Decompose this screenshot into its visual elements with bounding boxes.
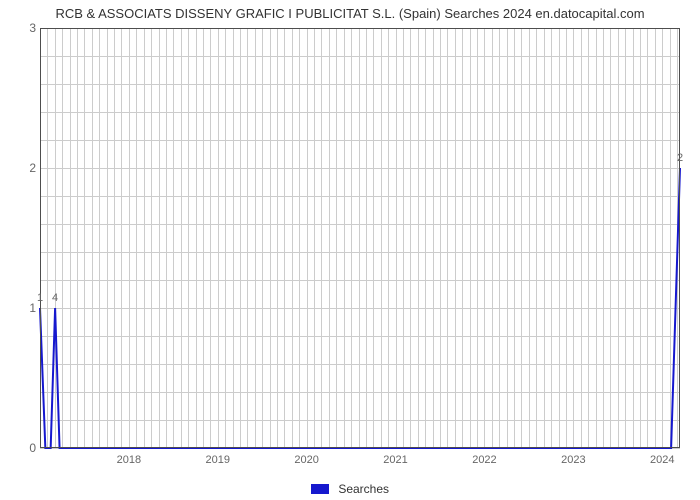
legend-label: Searches	[338, 482, 389, 496]
chart-title: RCB & ASSOCIATS DISSENY GRAFIC I PUBLICI…	[0, 6, 700, 21]
chart-container: RCB & ASSOCIATS DISSENY GRAFIC I PUBLICI…	[0, 0, 700, 500]
x-tick-label: 2023	[561, 454, 585, 466]
y-tick-label: 0	[20, 441, 36, 455]
x-tick-label: 2021	[383, 454, 407, 466]
point-label: 4	[52, 292, 58, 304]
legend-swatch	[311, 484, 329, 494]
y-tick-label: 3	[20, 21, 36, 35]
plot-border	[40, 28, 680, 448]
legend: Searches	[0, 481, 700, 496]
y-tick-label: 2	[20, 161, 36, 175]
x-tick-label: 2020	[294, 454, 318, 466]
point-label: 1	[37, 292, 43, 304]
x-tick-label: 2024	[650, 454, 674, 466]
x-tick-label: 2022	[472, 454, 496, 466]
x-tick-label: 2018	[117, 454, 141, 466]
point-label: 2	[677, 152, 683, 164]
x-tick-label: 2019	[206, 454, 230, 466]
plot-area: 0123 2018201920202021202220232024 142	[40, 28, 680, 448]
y-tick-label: 1	[20, 301, 36, 315]
